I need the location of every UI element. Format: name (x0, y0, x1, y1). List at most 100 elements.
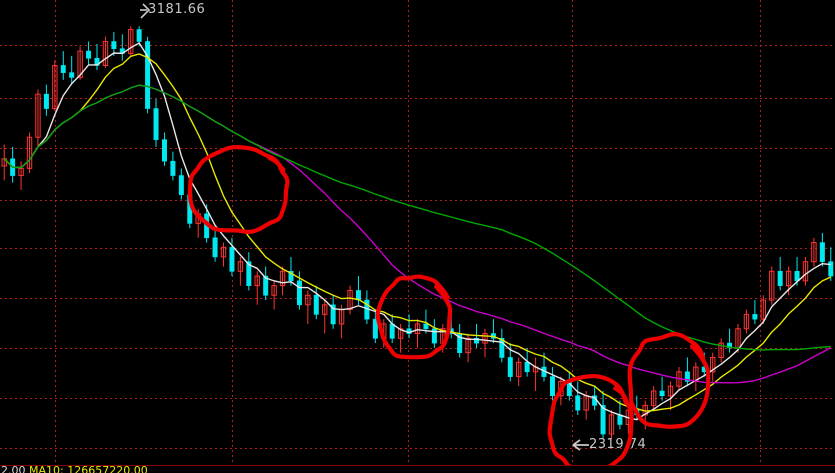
low-price-label: 2319.74 (589, 437, 647, 452)
candle-body (237, 261, 244, 272)
candlestick (465, 333, 471, 363)
candlestick (710, 352, 716, 382)
candle-body (710, 356, 716, 373)
candle-body (35, 93, 41, 138)
candlestick (693, 362, 699, 391)
candle-body (43, 93, 49, 109)
candle-body (220, 246, 227, 258)
candle-body (727, 342, 733, 349)
candlestick (448, 314, 454, 339)
candle-body (279, 270, 286, 287)
candle-body (77, 50, 83, 78)
candlestick (305, 290, 311, 324)
ma-line-ma-white (3, 42, 831, 421)
candle-body (102, 41, 109, 66)
candle-body (785, 270, 792, 287)
grid-line-vertical (55, 0, 56, 465)
candlestick (701, 352, 707, 377)
candle-body (743, 313, 750, 330)
candle-body (322, 304, 328, 315)
candlestick (802, 256, 809, 286)
candlestick (86, 41, 92, 66)
candlestick (178, 168, 184, 200)
candlestick (69, 55, 75, 85)
candle-body (718, 342, 724, 358)
candlestick (414, 319, 421, 348)
candlestick (659, 376, 665, 401)
candle-body (170, 160, 176, 176)
candle-body (760, 299, 767, 320)
candlestick (549, 367, 555, 401)
volume-panel[interactable]: 2.00 MA10: 126657220.00 (0, 466, 835, 473)
candlestick (94, 43, 100, 71)
candlestick (128, 26, 134, 56)
candle-body (474, 338, 480, 344)
candle-body (18, 167, 24, 177)
volume-ma-readout: 2.00 MA10: 126657220.00 (1, 466, 148, 473)
candle-body (482, 333, 488, 344)
candle-body (372, 318, 378, 339)
candlestick (532, 357, 539, 391)
candle-body (305, 294, 311, 306)
candlestick (718, 338, 724, 363)
candlestick (794, 256, 800, 286)
grid-line-horizontal (0, 398, 835, 399)
candle-body (86, 50, 92, 59)
volume-ma-label: MA10: 126657220.00 (29, 466, 148, 473)
candle-body (204, 213, 210, 239)
candlestick (1, 144, 7, 181)
ma-line-ma-yellow (3, 53, 832, 412)
grid-line-horizontal (0, 448, 835, 449)
candle-body (288, 270, 294, 282)
candlestick (811, 237, 817, 267)
grid-line-vertical (572, 0, 573, 465)
candlestick (760, 295, 767, 324)
candle-body (1, 158, 7, 167)
candlestick (743, 309, 750, 334)
candle-body (271, 285, 277, 296)
candle-body (263, 275, 269, 296)
candlestick-group (1, 26, 834, 439)
candlestick (145, 36, 151, 114)
candle-body (777, 270, 783, 286)
candle-body (516, 361, 522, 378)
candle-body (347, 289, 353, 311)
candle-body (794, 270, 800, 282)
candlestick (254, 271, 260, 305)
candle-body (659, 390, 665, 397)
candlestick (187, 187, 193, 229)
candlestick (212, 228, 218, 262)
candlestick (727, 328, 733, 353)
candlestick (26, 132, 33, 174)
candle-body (769, 270, 775, 301)
candlestick (684, 357, 690, 387)
candle-body (254, 275, 260, 287)
grid-line-vertical (760, 0, 761, 465)
candlestick (372, 309, 378, 344)
candlestick (499, 328, 505, 363)
candlestick (237, 256, 244, 286)
candlestick (600, 390, 606, 439)
candle-body (811, 242, 817, 263)
candlestick (819, 233, 825, 267)
candle-body (634, 409, 640, 416)
candlestick (220, 242, 227, 267)
candlestick (558, 376, 564, 406)
grid-line-horizontal (0, 98, 835, 99)
high-price-label: 3181.66 (148, 2, 206, 17)
candlestick (482, 328, 488, 358)
candlestick (111, 31, 117, 56)
candle-body (423, 323, 429, 330)
candlestick (313, 285, 319, 320)
candlestick (440, 323, 446, 353)
candlestick (60, 51, 66, 80)
candle-body (145, 41, 151, 109)
candlestick (381, 319, 387, 348)
candle-body (296, 280, 302, 306)
candlestick (575, 381, 581, 415)
candle-body (111, 41, 117, 49)
candlestick (119, 34, 125, 61)
